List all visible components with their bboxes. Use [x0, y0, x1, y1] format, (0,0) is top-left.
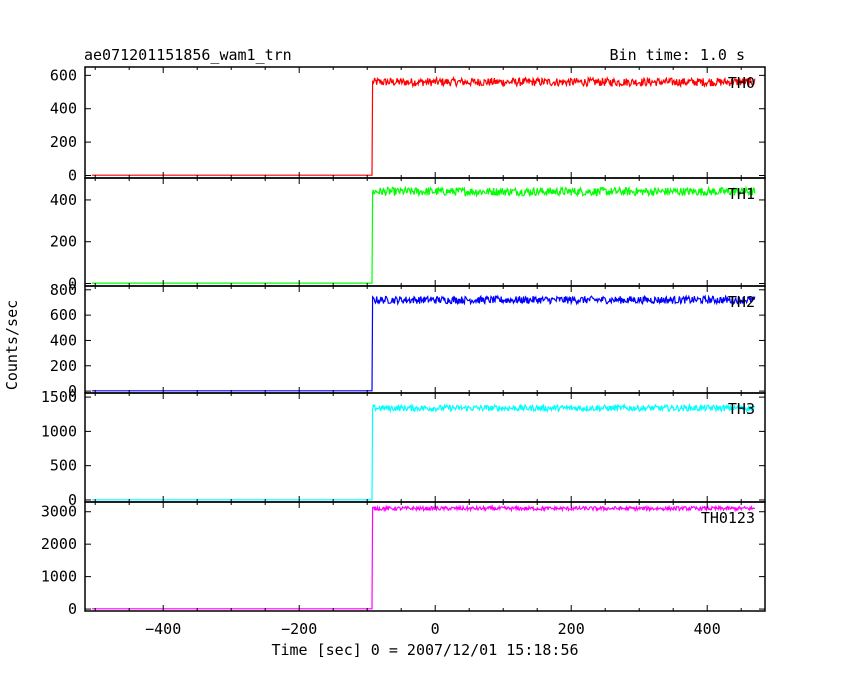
y-tick-label: 0: [68, 274, 77, 292]
series-th0123: [91, 504, 756, 610]
y-tick-label: 1500: [41, 388, 77, 406]
panel-th2: 0 200 400 600 800 TH2: [50, 281, 766, 400]
y-tick-label: 400: [50, 100, 77, 118]
y-tick-label: 200: [50, 233, 77, 251]
x-axis-label: Time [sec] 0 = 2007/12/01 15:18:56: [271, 641, 578, 659]
panel-label-th1: TH1: [728, 185, 755, 203]
y-tick-label: 2000: [41, 535, 77, 553]
y-tick-label: 400: [50, 191, 77, 209]
y-tick-label: 200: [50, 133, 77, 151]
y-tick-label: 0: [68, 382, 77, 400]
y-tick-label: 600: [50, 306, 77, 324]
y-tick-label: 500: [50, 457, 77, 475]
series-th1: [91, 185, 756, 284]
y-tick-label: 400: [50, 331, 77, 349]
chart-subtitle: Bin time: 1.0 s: [610, 46, 745, 64]
series-th2: [91, 294, 756, 392]
panel-frame: [84, 66, 766, 179]
x-tick-label: 200: [558, 620, 585, 638]
panel-th1: 0 200 400 TH1: [50, 177, 766, 292]
series-th3: [91, 402, 755, 501]
y-tick-label: 600: [50, 66, 77, 84]
x-tick-label: 0: [431, 620, 440, 638]
x-tick-label: −400: [145, 620, 181, 638]
panel-th0123: 0 1000 2000 3000 TH0123: [41, 501, 766, 618]
panel-label-th2: TH2: [728, 293, 755, 311]
y-tick-label: 0: [68, 166, 77, 184]
x-tick-label: 400: [694, 620, 721, 638]
y-tick-label: 200: [50, 357, 77, 375]
panel-frame: [84, 501, 766, 612]
x-tick-label: −200: [281, 620, 317, 638]
y-tick-label: 1000: [41, 422, 77, 440]
y-tick-label: 3000: [41, 503, 77, 521]
panel-label-th0: TH0: [728, 74, 755, 92]
y-tick-label: 800: [50, 281, 77, 299]
y-tick-label: 1000: [41, 568, 77, 586]
series-th0: [91, 75, 756, 176]
panel-label-th3: TH3: [728, 400, 755, 418]
panel-th0: 0 200 400 600 TH0: [50, 66, 766, 184]
y-axis-label: Counts/sec: [3, 300, 21, 390]
panel-th3: 0 500 1000 1500 TH3: [41, 388, 766, 509]
chart-title: ae071201151856_wam1_trn: [84, 46, 292, 64]
y-tick-label: 0: [68, 600, 77, 618]
panel-label-th0123: TH0123: [701, 509, 755, 527]
y-tick-label: 0: [68, 491, 77, 509]
